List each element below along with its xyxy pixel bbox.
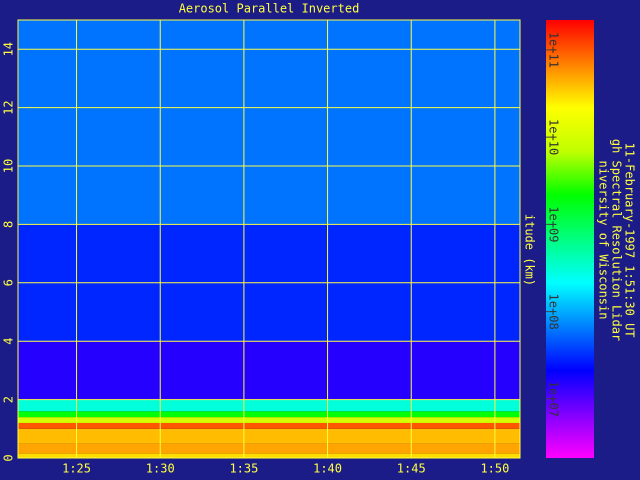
side-text: niversity of Wisconsin: [597, 161, 611, 320]
y-tick-label: 6: [2, 279, 16, 286]
layer-band: [18, 411, 520, 418]
y-axis-label: itude (km): [523, 214, 537, 286]
y-tick-label: 14: [2, 42, 16, 56]
layer-band: [18, 443, 520, 454]
y-tick-label: 10: [2, 159, 16, 173]
y-tick-label: 8: [2, 221, 16, 228]
layer-band: [18, 20, 520, 225]
x-tick-label: 1:25: [62, 462, 91, 476]
layer-band: [18, 417, 520, 423]
y-tick-label: 0: [2, 454, 16, 461]
x-tick-label: 1:30: [146, 462, 175, 476]
y-tick-label: 12: [2, 100, 16, 114]
y-tick-label: 2: [2, 396, 16, 403]
layer-band: [18, 399, 520, 412]
colorbar-tick-label: 1e+09: [547, 206, 561, 242]
y-tick-label: 4: [2, 338, 16, 345]
layer-band: [18, 422, 520, 429]
x-tick-label: 1:50: [480, 462, 509, 476]
side-text: 11-February-1997 1:51:30 UT: [623, 142, 637, 337]
layer-band: [18, 428, 520, 444]
colorbar-tick-label: 1e+11: [547, 32, 561, 68]
x-tick-label: 1:35: [229, 462, 258, 476]
colorbar: [546, 20, 594, 458]
colorbar-tick-label: 1e+07: [547, 381, 561, 417]
layer-band: [18, 453, 520, 458]
chart-title: Aerosol Parallel Inverted: [179, 2, 360, 16]
colorbar-tick-label: 1e+10: [547, 119, 561, 155]
x-tick-label: 1:40: [313, 462, 342, 476]
x-tick-label: 1:45: [397, 462, 426, 476]
side-text: gh Spectral Resolution Lidar: [610, 139, 624, 341]
layer-band: [18, 341, 520, 400]
plot-frame: [17, 19, 521, 459]
colorbar-tick-label: 1e+08: [547, 294, 561, 330]
